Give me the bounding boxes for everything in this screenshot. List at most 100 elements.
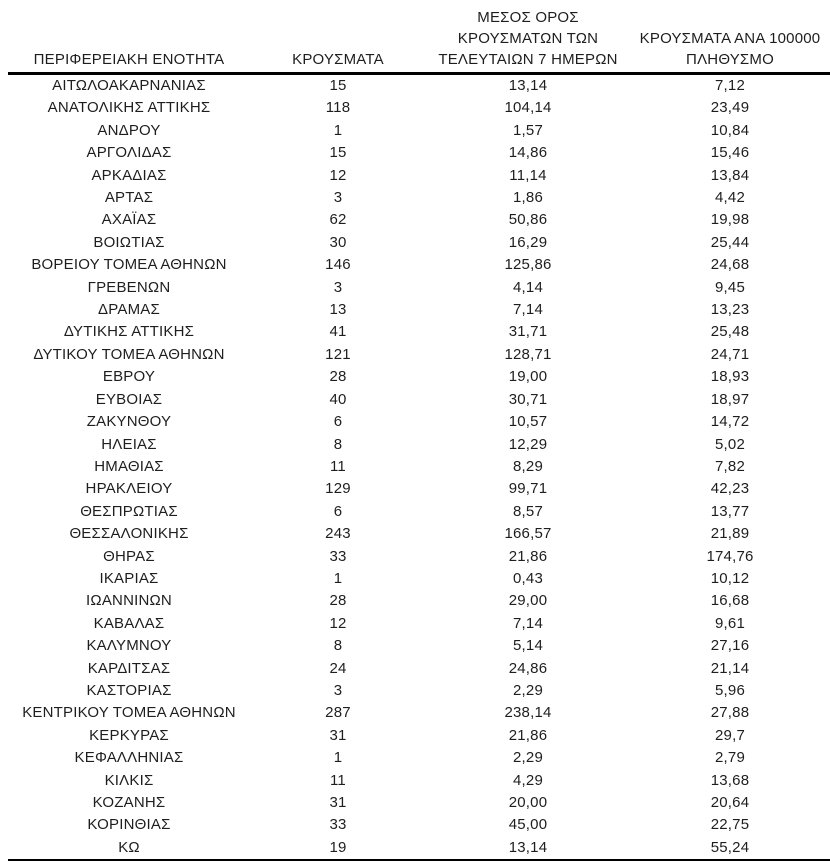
value-cell-avg7: 21,86: [508, 547, 548, 565]
value-cell-avg7: 4,14: [513, 278, 543, 296]
value-cell-cases: 41: [329, 323, 347, 341]
value-cell-per100k: 15,46: [710, 144, 750, 162]
value-cell-avg7: 16,29: [508, 233, 548, 251]
table-row: ΑΡΓΟΛΙΔΑΣ 15 14,86 15,46: [8, 142, 830, 164]
region-name-cell: ΔΥΤΙΚΟΥ ΤΟΜΕΑ ΑΘΗΝΩΝ: [33, 345, 225, 363]
value-cell-per100k: 5,96: [715, 681, 745, 699]
table-body: ΑΙΤΩΛΟΑΚΑΡΝΑΝΙΑΣ 15 13,14 7,12 ΑΝΑΤΟΛΙΚΗΣ ΑΤ…: [8, 74, 830, 861]
value-cell-per100k: 55,24: [710, 838, 750, 856]
value-cell-avg7: 19,00: [508, 368, 548, 386]
region-name-cell: ΔΥΤΙΚΗΣ ΑΤΤΙΚΗΣ: [63, 323, 195, 341]
region-name-cell: ΕΒΡΟΥ: [102, 368, 156, 386]
value-cell-avg7: 24,86: [508, 659, 548, 677]
value-cell-cases: 118: [325, 99, 351, 117]
region-name-cell: ΒΟΡΕΙΟΥ ΤΟΜΕΑ ΑΘΗΝΩΝ: [31, 256, 227, 274]
table-row: ΔΥΤΙΚΗΣ ΑΤΤΙΚΗΣ 41 31,71 25,48: [8, 321, 830, 343]
value-cell-per100k: 7,12: [715, 77, 745, 94]
value-cell-avg7: 8,29: [513, 457, 543, 475]
value-cell-cases: 62: [329, 211, 347, 229]
region-name-cell: ΑΡΓΟΛΙΔΑΣ: [86, 144, 172, 162]
value-cell-avg7: 1,57: [513, 121, 543, 139]
value-cell-per100k: 13,77: [710, 502, 750, 520]
value-cell-avg7: 8,57: [513, 502, 543, 520]
region-name-cell: ΑΡΚΑΔΙΑΣ: [91, 166, 167, 184]
value-cell-cases: 11: [330, 771, 346, 789]
region-name-cell: ΗΡΑΚΛΕΙΟΥ: [85, 480, 173, 498]
value-cell-per100k: 20,64: [710, 794, 750, 811]
value-cell-per100k: 13,68: [710, 771, 750, 789]
region-name-cell: ΑΙΤΩΛΟΑΚΑΡΝΑΝΙΑΣ: [52, 77, 206, 94]
value-cell-per100k: 24,68: [710, 256, 750, 274]
value-cell-avg7: 50,86: [508, 211, 548, 229]
value-cell-per100k: 18,93: [710, 368, 750, 386]
value-cell-avg7: 45,00: [508, 816, 548, 834]
value-cell-cases: 33: [329, 816, 347, 834]
region-name-cell: ΚΩ: [118, 838, 140, 856]
table-row: ΚΑΡΔΙΤΣΑΣ 24 24,86 21,14: [8, 658, 830, 680]
column-header-line: ΚΡΟΥΣΜΑΤΩΝ ΤΩΝ: [457, 30, 599, 47]
table-row: ΑΝΑΤΟΛΙΚΗΣ ΑΤΤΙΚΗΣ 118 104,14 23,49: [8, 97, 830, 119]
region-name-cell: ΗΜΑΘΙΑΣ: [94, 457, 164, 475]
region-name-cell: ΚΑΛΥΜΝΟΥ: [86, 637, 172, 655]
value-cell-cases: 6: [333, 413, 343, 431]
value-cell-avg7: 2,29: [513, 749, 543, 767]
value-cell-per100k: 21,14: [710, 659, 750, 677]
value-cell-per100k: 25,48: [710, 323, 750, 341]
value-cell-avg7: 2,29: [513, 681, 543, 699]
value-cell-cases: 31: [329, 794, 347, 811]
value-cell-cases: 33: [329, 547, 347, 565]
table-row: ΔΥΤΙΚΟΥ ΤΟΜΕΑ ΑΘΗΝΩΝ 121 128,71 24,71: [8, 344, 830, 366]
table-row: ΚΙΛΚΙΣ 11 4,29 13,68: [8, 770, 830, 792]
value-cell-cases: 243: [325, 525, 351, 543]
table-row: ΚΕΡΚΥΡΑΣ 31 21,86 29,7: [8, 725, 830, 747]
column-header-line: ΤΕΛΕΥΤΑΙΩΝ 7 ΗΜΕΡΩΝ: [438, 51, 618, 68]
value-cell-cases: 287: [325, 704, 351, 722]
value-cell-per100k: 22,75: [710, 816, 750, 834]
value-cell-per100k: 16,68: [710, 592, 750, 610]
value-cell-per100k: 13,23: [710, 301, 750, 319]
value-cell-avg7: 125,86: [504, 256, 552, 274]
column-header-region: ΠΕΡΙΦΕΡΕΙΑΚΗ ΕΝΟΤΗΤΑ: [8, 5, 250, 75]
value-cell-cases: 6: [333, 502, 343, 520]
value-cell-cases: 1: [333, 569, 343, 587]
region-name-cell: ΘΕΣΣΑΛΟΝΙΚΗΣ: [69, 525, 189, 543]
value-cell-avg7: 238,14: [504, 704, 552, 722]
value-cell-per100k: 23,49: [710, 99, 750, 117]
table-row: ΚΕΝΤΡΙΚΟΥ ΤΟΜΕΑ ΑΘΗΝΩΝ 287 238,14 27,88: [8, 702, 830, 724]
value-cell-cases: 28: [329, 368, 347, 386]
value-cell-avg7: 104,14: [504, 99, 552, 117]
table-row: ΘΕΣΣΑΛΟΝΙΚΗΣ 243 166,57 21,89: [8, 523, 830, 545]
region-name-cell: ΚΑΒΑΛΑΣ: [93, 614, 165, 632]
region-name-cell: ΚΙΛΚΙΣ: [104, 771, 154, 789]
value-cell-avg7: 4,29: [513, 771, 543, 789]
region-name-cell: ΚΕΦΑΛΛΗΝΙΑΣ: [74, 749, 184, 767]
table-row: ΚΑΛΥΜΝΟΥ 8 5,14 27,16: [8, 635, 830, 657]
region-name-cell: ΚΑΣΤΟΡΙΑΣ: [86, 681, 172, 699]
value-cell-per100k: 18,97: [710, 390, 750, 408]
value-cell-cases: 146: [325, 256, 351, 274]
value-cell-per100k: 174,76: [706, 547, 754, 565]
value-cell-cases: 15: [329, 144, 347, 162]
table-row: ΖΑΚΥΝΘΟΥ 6 10,57 14,72: [8, 411, 830, 433]
value-cell-avg7: 99,71: [508, 480, 548, 498]
region-name-cell: ΖΑΚΥΝΘΟΥ: [86, 413, 172, 431]
column-header-line: ΠΕΡΙΦΕΡΕΙΑΚΗ ΕΝΟΤΗΤΑ: [33, 51, 225, 68]
value-cell-avg7: 166,57: [504, 525, 552, 543]
table-row: ΒΟΡΕΙΟΥ ΤΟΜΕΑ ΑΘΗΝΩΝ 146 125,86 24,68: [8, 254, 830, 276]
table-row: ΑΧΑΪΑΣ 62 50,86 19,98: [8, 209, 830, 231]
table-row: ΑΡΤΑΣ 3 1,86 4,42: [8, 187, 830, 209]
column-header-line: ΚΡΟΥΣΜΑΤΑ: [292, 51, 384, 68]
column-header-line: ΠΛΗΘΥΣΜΟ: [686, 51, 774, 68]
table-row: ΕΒΡΟΥ 28 19,00 18,93: [8, 366, 830, 388]
value-cell-avg7: 12,29: [508, 435, 548, 453]
region-name-cell: ΘΕΣΠΡΩΤΙΑΣ: [80, 502, 178, 520]
value-cell-cases: 1: [333, 749, 343, 767]
region-name-cell: ΙΚΑΡΙΑΣ: [99, 569, 159, 587]
region-name-cell: ΚΕΝΤΡΙΚΟΥ ΤΟΜΕΑ ΑΘΗΝΩΝ: [22, 704, 236, 722]
table-row: ΚΑΣΤΟΡΙΑΣ 3 2,29 5,96: [8, 680, 830, 702]
header-row: ΠΕΡΙΦΕΡΕΙΑΚΗ ΕΝΟΤΗΤΑ ΚΡΟΥΣΜΑΤΑ ΜΕΣΟΣ ΟΡΟΣ Κ…: [8, 5, 830, 75]
table-row: ΒΟΙΩΤΙΑΣ 30 16,29 25,44: [8, 232, 830, 254]
value-cell-per100k: 25,44: [710, 233, 750, 251]
value-cell-avg7: 7,14: [513, 614, 543, 632]
value-cell-avg7: 1,86: [513, 189, 543, 207]
